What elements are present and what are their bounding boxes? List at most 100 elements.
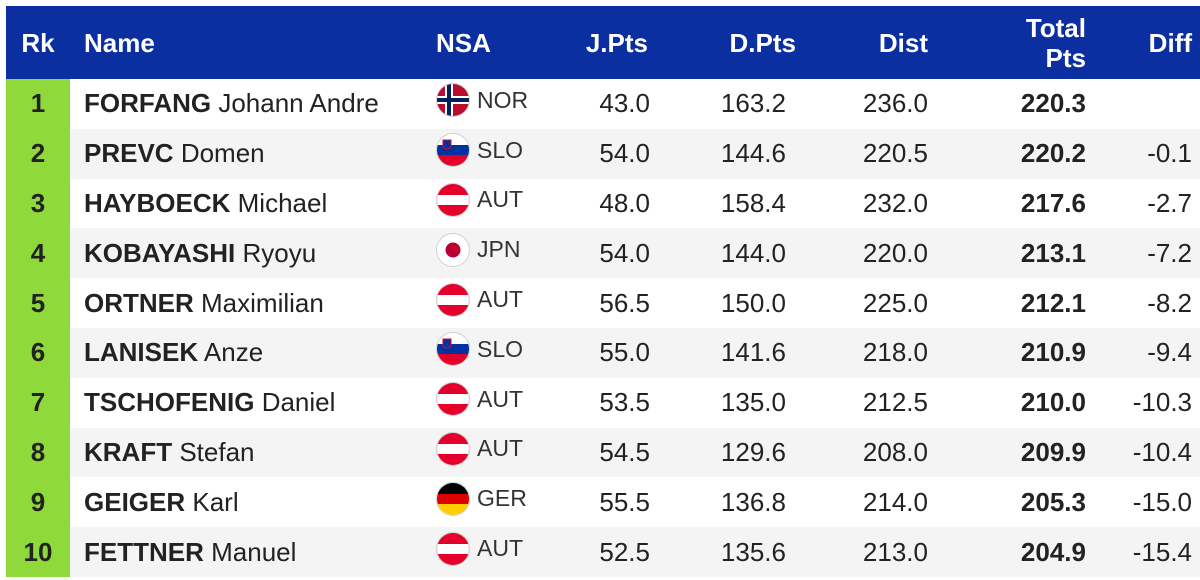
distance-cell: 225.0 <box>808 278 944 328</box>
table-row[interactable]: 5 ORTNER Maximilian AUT 56.5 150.0 225.0… <box>6 278 1200 328</box>
athlete-name-cell[interactable]: FETTNER Manuel <box>70 527 436 577</box>
judge-points-cell: 54.0 <box>546 128 660 179</box>
total-points-cell: 213.1 <box>944 228 1100 279</box>
rank-cell: 8 <box>6 427 70 478</box>
nsa-code: AUT <box>477 535 523 562</box>
diff-cell: -15.0 <box>1100 477 1200 528</box>
athlete-name-cell[interactable]: KOBAYASHI Ryoyu <box>70 228 436 279</box>
table-row[interactable]: 10 FETTNER Manuel AUT 52.5 135.6 213.0 2… <box>6 527 1200 577</box>
athlete-name-cell[interactable]: GEIGER Karl <box>70 477 436 528</box>
header-total-points[interactable]: Total Pts <box>944 6 1100 79</box>
athlete-name-cell[interactable]: LANISEK Anze <box>70 327 436 378</box>
athlete-given-name: Michael <box>237 187 328 218</box>
nsa-code: NOR <box>477 86 529 113</box>
header-total-line1: Total <box>1025 12 1086 43</box>
distance-cell: 236.0 <box>808 79 944 129</box>
header-name[interactable]: Name <box>84 27 155 58</box>
table-row[interactable]: 9 GEIGER Karl GER 55.5 136.8 214.0 205.3… <box>6 477 1200 528</box>
judge-points-cell: 56.5 <box>546 278 660 328</box>
header-judge-points[interactable]: J.Pts <box>585 27 648 58</box>
table-row[interactable]: 3 HAYBOECK Michael AUT 48.0 158.4 232.0 … <box>6 178 1200 229</box>
athlete-name-cell[interactable]: PREVC Domen <box>70 128 436 179</box>
distance-points-cell: 158.4 <box>660 178 808 229</box>
table-row[interactable]: 8 KRAFT Stefan AUT 54.5 129.6 208.0 209.… <box>6 427 1200 478</box>
table-row[interactable]: 4 KOBAYASHI Ryoyu JPN 54.0 144.0 220.0 2… <box>6 228 1200 279</box>
athlete-name-cell[interactable]: KRAFT Stefan <box>70 427 436 478</box>
table-row[interactable]: 1 FORFANG Johann Andre NOR 43.0 163.2 23… <box>6 79 1200 129</box>
nsa-code: JPN <box>477 236 521 263</box>
diff-cell <box>1100 79 1200 129</box>
distance-cell: 220.5 <box>808 128 944 179</box>
nsa-cell: JPN <box>436 228 546 279</box>
athlete-given-name: Maximilian <box>201 287 324 318</box>
judge-points-cell: 52.5 <box>546 527 660 577</box>
distance-cell: 232.0 <box>808 178 944 229</box>
rank-cell: 9 <box>6 477 70 528</box>
judge-points-cell: 53.5 <box>546 377 660 428</box>
nsa-code: AUT <box>477 186 523 213</box>
diff-cell: -15.4 <box>1100 527 1200 577</box>
judge-points-cell: 55.0 <box>546 327 660 378</box>
athlete-name-cell[interactable]: HAYBOECK Michael <box>70 178 436 229</box>
rank-cell: 7 <box>6 377 70 428</box>
athlete-surname: HAYBOECK <box>84 187 231 218</box>
table-body: 1 FORFANG Johann Andre NOR 43.0 163.2 23… <box>6 79 1200 577</box>
total-points-cell: 212.1 <box>944 278 1100 328</box>
athlete-surname: GEIGER <box>84 486 186 517</box>
rank-cell: 4 <box>6 228 70 279</box>
nsa-cell: AUT <box>436 527 546 577</box>
austria-flag-icon <box>436 531 470 566</box>
table-row[interactable]: 7 TSCHOFENIG Daniel AUT 53.5 135.0 212.5… <box>6 377 1200 428</box>
header-distance[interactable]: Dist <box>878 27 928 58</box>
distance-points-cell: 144.6 <box>660 128 808 179</box>
rank-cell: 10 <box>6 527 70 577</box>
judge-points-cell: 54.5 <box>546 427 660 478</box>
athlete-surname: KRAFT <box>84 436 173 467</box>
nsa-cell: AUT <box>436 427 546 478</box>
slovenia-flag-icon <box>436 133 470 168</box>
header-rank[interactable]: Rk <box>21 27 55 58</box>
nsa-cell: GER <box>436 477 546 528</box>
austria-flag-icon <box>436 431 470 466</box>
rank-cell: 2 <box>6 128 70 179</box>
nsa-code: SLO <box>477 335 524 362</box>
table-row[interactable]: 2 PREVC Domen SLO 54.0 144.6 220.5 220.2… <box>6 128 1200 179</box>
slovenia-flag-icon <box>436 332 470 367</box>
header-diff[interactable]: Diff <box>1148 27 1192 58</box>
header-nsa[interactable]: NSA <box>436 27 491 58</box>
distance-points-cell: 129.6 <box>660 427 808 478</box>
total-points-cell: 210.9 <box>944 327 1100 378</box>
athlete-given-name: Karl <box>192 486 239 517</box>
athlete-name-cell[interactable]: ORTNER Maximilian <box>70 278 436 328</box>
rank-cell: 3 <box>6 178 70 229</box>
nsa-code: AUT <box>477 286 523 313</box>
athlete-given-name: Daniel <box>261 387 336 418</box>
rank-cell: 5 <box>6 278 70 328</box>
athlete-given-name: Stefan <box>179 436 255 467</box>
diff-cell: -0.1 <box>1100 128 1200 179</box>
athlete-given-name: Anze <box>203 337 264 368</box>
results-table: Rk Name NSA J.Pts D.Pts Dist Total Pts D… <box>6 6 1200 577</box>
athlete-name-cell[interactable]: FORFANG Johann Andre <box>70 79 436 129</box>
distance-cell: 214.0 <box>808 477 944 528</box>
athlete-given-name: Ryoyu <box>242 237 317 268</box>
table-header: Rk Name NSA J.Pts D.Pts Dist Total Pts D… <box>6 6 1200 79</box>
table-row[interactable]: 6 LANISEK Anze SLO 55.0 141.6 218.0 210.… <box>6 327 1200 378</box>
nsa-code: AUT <box>477 435 523 462</box>
total-points-cell: 205.3 <box>944 477 1100 528</box>
nsa-cell: AUT <box>436 178 546 229</box>
judge-points-cell: 43.0 <box>546 79 660 129</box>
distance-points-cell: 135.6 <box>660 527 808 577</box>
distance-cell: 208.0 <box>808 427 944 478</box>
athlete-surname: PREVC <box>84 138 174 169</box>
judge-points-cell: 55.5 <box>546 477 660 528</box>
rank-cell: 1 <box>6 79 70 129</box>
japan-flag-icon <box>436 232 470 267</box>
total-points-cell: 220.2 <box>944 128 1100 179</box>
germany-flag-icon <box>436 481 470 516</box>
athlete-given-name: Manuel <box>211 536 297 567</box>
athlete-surname: TSCHOFENIG <box>84 387 255 418</box>
austria-flag-icon <box>436 182 470 217</box>
header-distance-points[interactable]: D.Pts <box>729 27 796 58</box>
athlete-name-cell[interactable]: TSCHOFENIG Daniel <box>70 377 436 428</box>
